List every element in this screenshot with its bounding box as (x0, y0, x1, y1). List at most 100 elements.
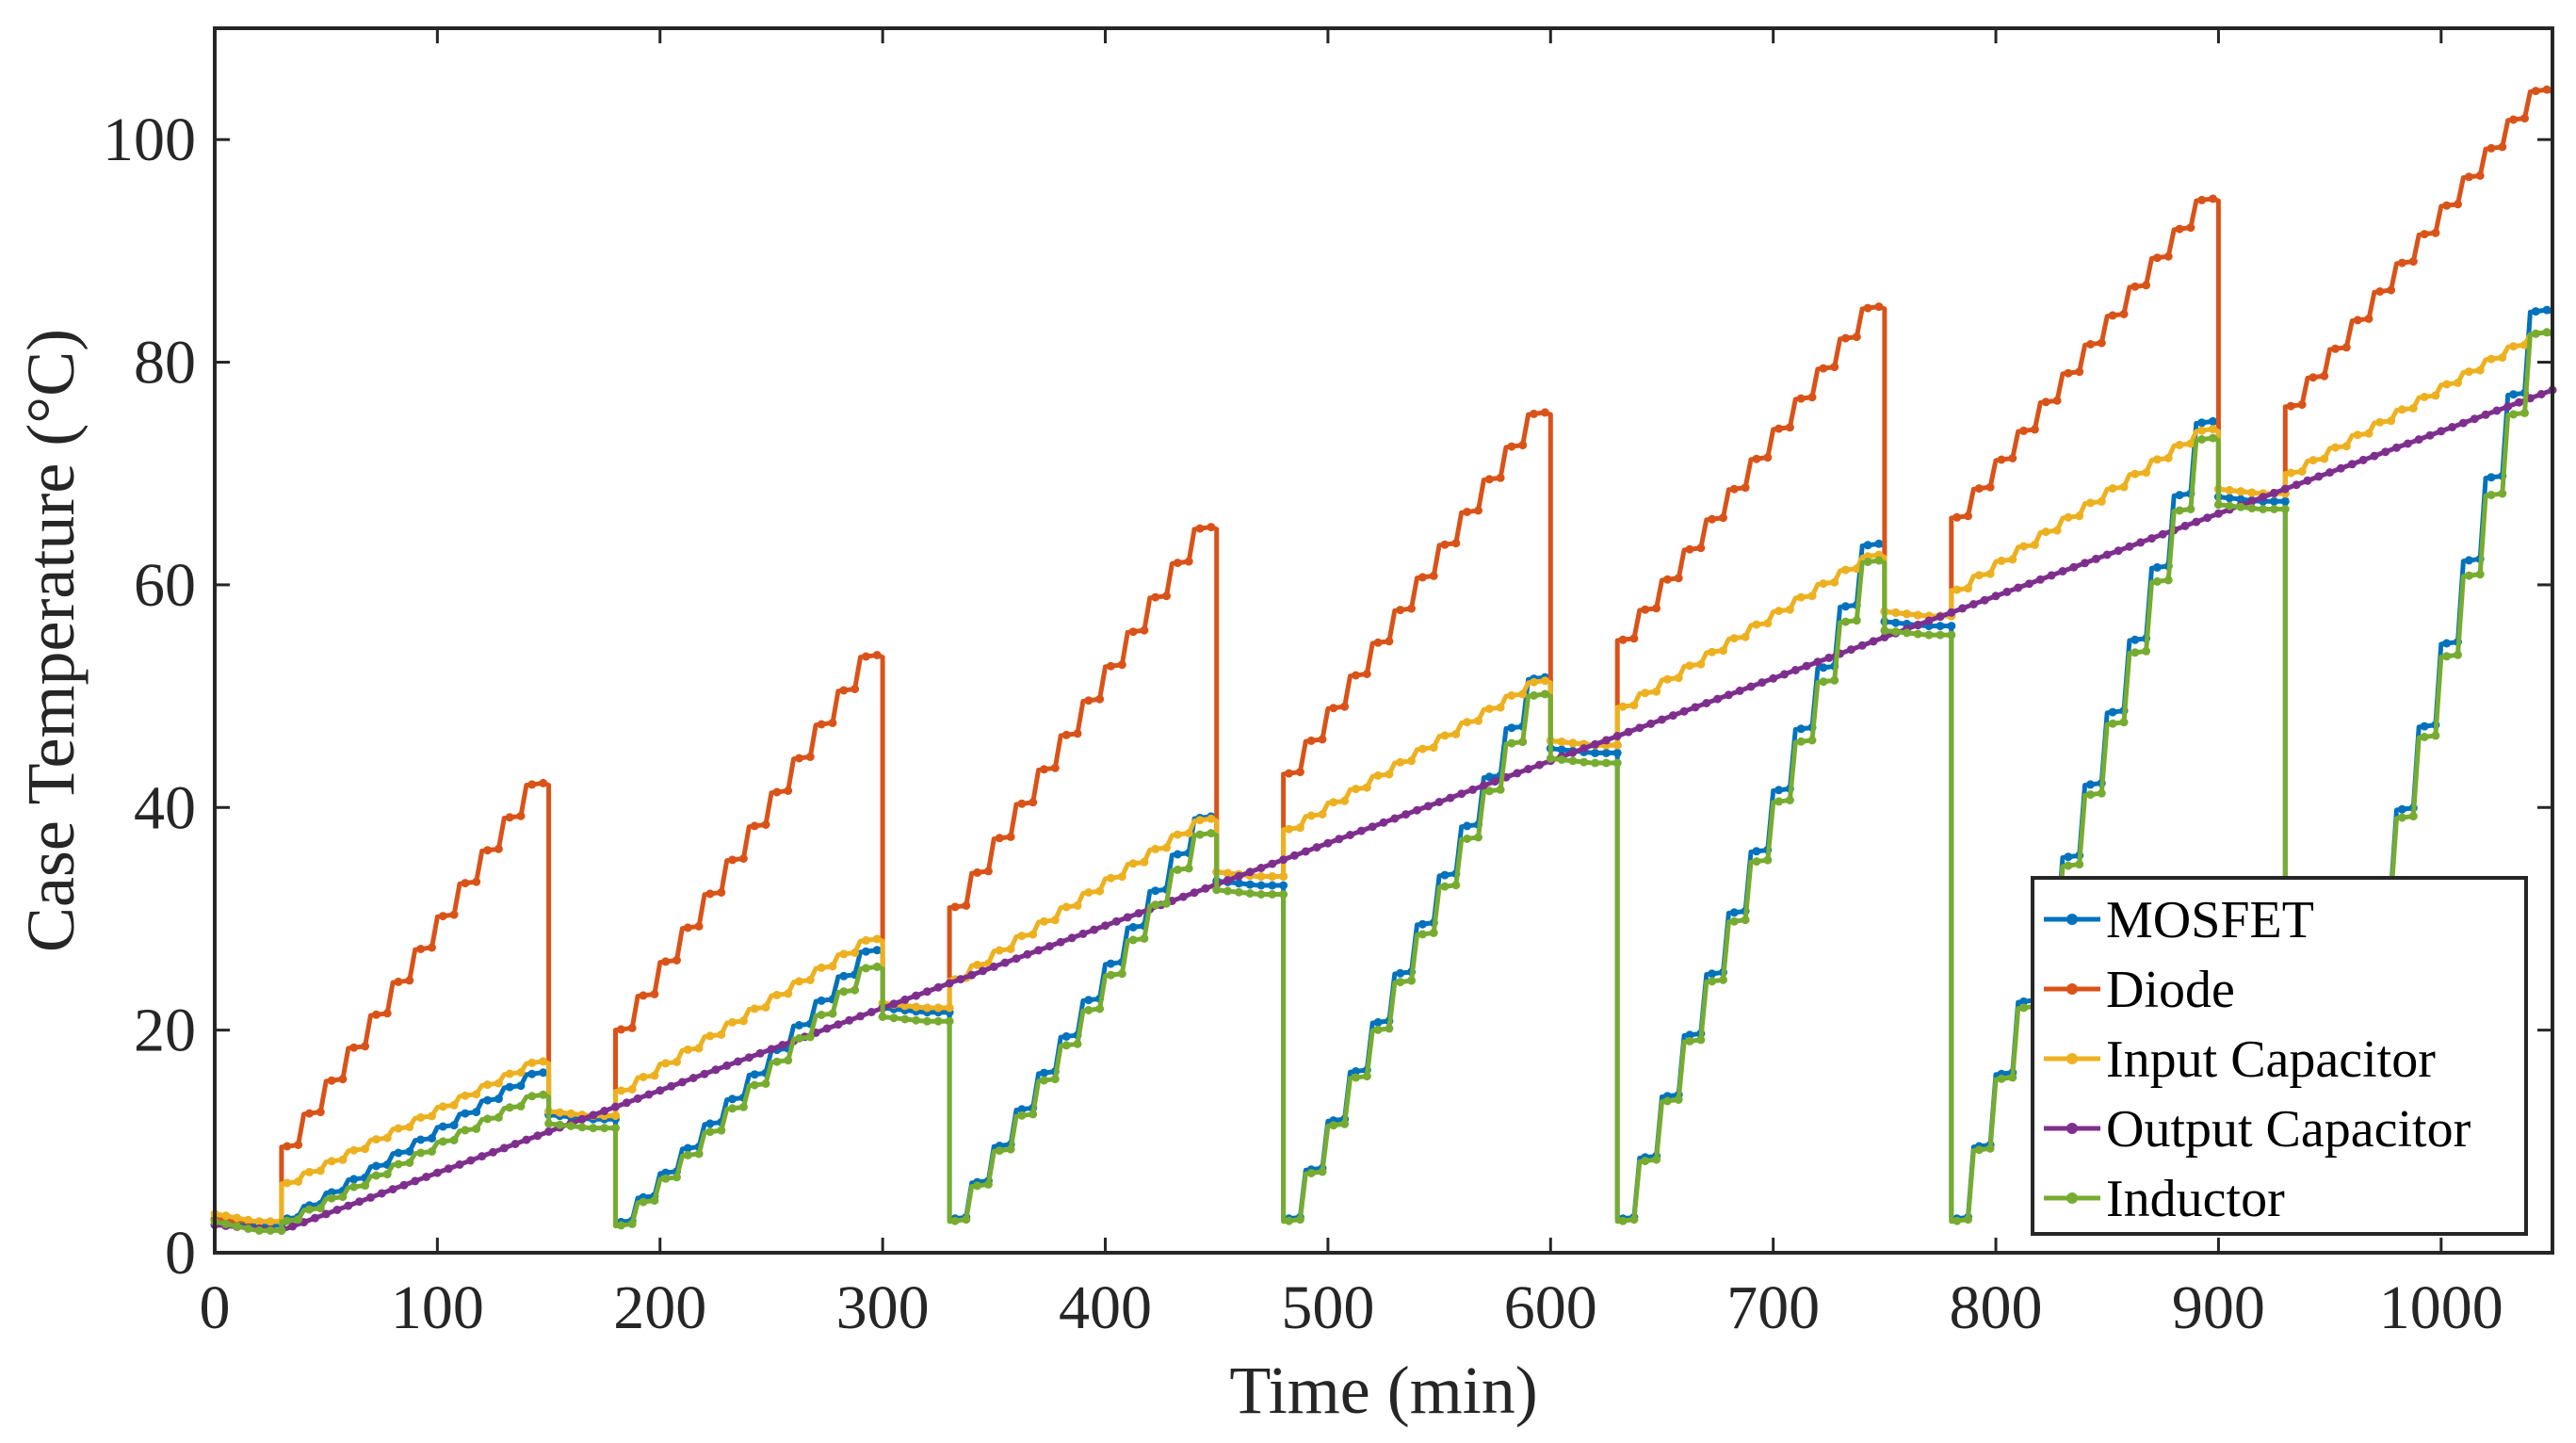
data-point (2347, 460, 2357, 469)
data-point (2158, 529, 2167, 539)
data-point (1323, 838, 1333, 848)
data-point (516, 1101, 526, 1111)
data-point (933, 1016, 943, 1026)
data-point (2152, 562, 2162, 572)
data-point (761, 1002, 770, 1012)
data-point (2175, 506, 2184, 515)
data-point (1641, 1157, 1650, 1166)
data-point (2464, 172, 2473, 182)
data-point (1295, 823, 1304, 833)
data-point (1813, 657, 1823, 667)
data-point (1073, 1039, 1082, 1048)
data-point (2448, 423, 2457, 431)
data-point (1162, 592, 1171, 601)
data-point (1234, 879, 1243, 888)
data-point (2197, 426, 2207, 435)
data-point (2498, 353, 2507, 363)
data-point (2370, 451, 2379, 461)
data-point (1913, 620, 1922, 629)
data-point (1857, 640, 1867, 650)
data-point (1496, 785, 1505, 794)
legend-label: Input Capacitor (2106, 1030, 2436, 1089)
data-point (2019, 542, 2029, 551)
data-point (1774, 607, 1784, 616)
data-point (1540, 689, 1549, 699)
data-point (1479, 781, 1488, 790)
data-point (945, 1016, 954, 1026)
data-point (327, 1188, 336, 1197)
data-point (1891, 618, 1901, 627)
data-point (1084, 696, 1094, 705)
data-point (1936, 612, 1945, 622)
data-point (1841, 333, 1850, 343)
x-tick-label: 400 (1059, 1273, 1152, 1342)
data-point (2052, 396, 2062, 405)
data-point (650, 1196, 659, 1206)
data-point (438, 1122, 447, 1131)
data-point (683, 1150, 692, 1159)
data-point (795, 977, 803, 986)
data-point (1140, 933, 1149, 943)
data-point (1964, 511, 1972, 521)
data-point (995, 946, 1004, 955)
data-point (1535, 760, 1544, 770)
data-point (2475, 570, 2485, 579)
data-point (494, 844, 503, 853)
data-point (1084, 888, 1094, 897)
data-point (371, 1171, 381, 1180)
data-point (2303, 476, 2312, 485)
data-point (266, 1225, 275, 1235)
data-point (1752, 454, 1761, 463)
data-point (1652, 687, 1661, 696)
data-point (1190, 888, 1199, 898)
data-point (750, 1080, 759, 1090)
data-point (1285, 1216, 1293, 1225)
data-point (1936, 622, 1945, 631)
data-point (1729, 634, 1739, 643)
data-point (1162, 899, 1171, 908)
data-point (510, 1140, 520, 1148)
data-point (1958, 604, 1968, 613)
data-point (2225, 486, 2234, 495)
data-point (1846, 645, 1855, 655)
data-point (2075, 367, 2084, 377)
data-point (1034, 946, 1044, 955)
data-point (672, 1057, 681, 1066)
data-point (650, 989, 659, 998)
data-point (1111, 916, 1121, 926)
data-point (305, 1167, 314, 1176)
data-point (1997, 556, 2006, 565)
data-point (661, 1174, 671, 1183)
data-point (2470, 414, 2479, 424)
data-point (822, 1024, 832, 1033)
data-point (1279, 855, 1288, 865)
data-point (305, 1205, 314, 1214)
data-point (694, 1149, 704, 1159)
data-point (1624, 727, 1633, 737)
data-point (1407, 756, 1416, 766)
data-point (922, 1003, 932, 1013)
data-point (2292, 480, 2301, 490)
data-point (1674, 574, 1683, 583)
data-point (1652, 1155, 1661, 1164)
data-point (1128, 922, 1138, 932)
data-point (1329, 704, 1338, 713)
data-point (1524, 765, 1533, 773)
data-point (839, 971, 849, 981)
data-point (2152, 576, 2162, 586)
data-point (1017, 1105, 1027, 1114)
legend-marker (2066, 914, 2078, 925)
data-point (1696, 659, 1706, 669)
data-point (494, 1078, 503, 1088)
data-point (1474, 833, 1482, 842)
data-point (472, 1090, 481, 1099)
data-point (516, 1081, 526, 1091)
data-point (283, 1216, 292, 1225)
data-point (1824, 653, 1834, 662)
data-point (2030, 541, 2039, 549)
data-point (483, 846, 493, 855)
data-point (527, 780, 537, 789)
data-point (1306, 736, 1316, 745)
data-point (912, 1002, 921, 1012)
data-point (1869, 637, 1878, 646)
